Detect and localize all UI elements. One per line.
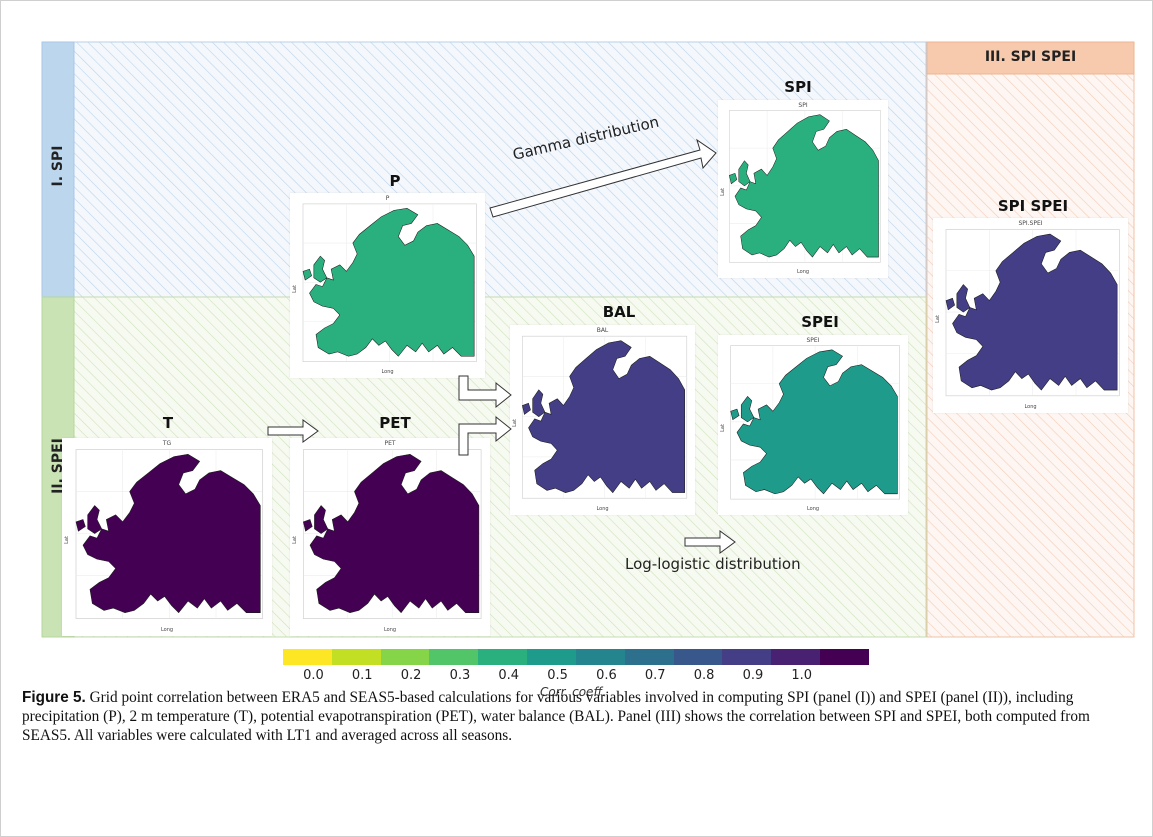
colorbar-segment [527, 649, 576, 665]
map-inner-title: SPI [798, 102, 808, 109]
colorbar-segment [429, 649, 479, 665]
arrow-p-bal [458, 375, 512, 409]
map-pet: PET Lat Long [290, 438, 490, 636]
map-landmass [738, 160, 751, 187]
map-landmass [730, 408, 740, 421]
colorbar-segment [380, 649, 430, 665]
flow-arrows [267, 138, 736, 554]
colorbar-tick-label: 0.5 [547, 668, 568, 683]
colorbar-segment [283, 649, 332, 665]
europe-map [730, 345, 900, 500]
map-landmass [736, 349, 898, 495]
map-landmass [309, 454, 480, 614]
colorbar-segment [722, 649, 772, 665]
map-landmass [532, 389, 546, 417]
colorbar-segment [478, 649, 528, 665]
map-landmass [956, 284, 971, 313]
colorbar-tick-label: 1.0 [791, 668, 813, 683]
map-title-t: T [162, 414, 174, 432]
map-axis-long: Long [383, 627, 397, 633]
map-landmass [528, 340, 685, 494]
map-inner-title: SPEI [806, 337, 820, 344]
caption-label: Figure 5. [22, 689, 86, 706]
map-landmass [313, 255, 328, 283]
colorbar-tick-label: 0.8 [693, 668, 715, 683]
figure-caption: Figure 5. Grid point correlation between… [22, 688, 1132, 745]
map-axis-long: Long [806, 506, 820, 512]
map-landmass [309, 207, 475, 357]
map-landmass [75, 519, 86, 532]
map-inner-title: SPI.SPEI [1018, 220, 1043, 227]
arrow-pet-bal [458, 415, 512, 456]
colorbar-segment [820, 649, 869, 665]
colorbar-tick-label: 0.0 [303, 668, 324, 683]
map-inner-title: PET [384, 440, 396, 447]
arrow-loglogistic [684, 530, 736, 554]
map-landmass [740, 396, 755, 423]
colorbar-tick-label: 0.6 [596, 668, 617, 683]
colorbar [283, 649, 869, 665]
map-spispei: SPI.SPEI Lat Long [933, 218, 1128, 413]
map-landmass [302, 268, 312, 281]
map-title-pet: PET [379, 414, 411, 432]
caption-text: Grid point correlation between ERA5 and … [22, 689, 1090, 744]
map-title-spei: SPEI [801, 313, 839, 331]
map-landmass [734, 114, 879, 258]
arrow-gamma [489, 138, 717, 218]
map-landmass [314, 505, 329, 534]
map-axis-long: Long [596, 506, 609, 512]
map-inner-title: P [385, 195, 390, 202]
map-bal: BAL Lat Long [510, 325, 695, 515]
map-landmass [952, 233, 1118, 391]
map-axis-long: Long [1024, 404, 1037, 410]
colorbar-tick-label: 0.7 [644, 668, 666, 683]
colorbar-tick-label: 0.4 [498, 668, 520, 683]
map-inner-title: TG [162, 440, 172, 447]
map-title-spi: SPI [784, 78, 812, 96]
colorbar-segment [575, 649, 625, 665]
map-inner-title: BAL [596, 327, 609, 334]
arrow-t-pet [267, 419, 319, 443]
colorbar-tick-label: 0.9 [742, 668, 764, 683]
europe-map [522, 335, 688, 499]
colorbar-title: Corr. coeff. [540, 685, 606, 699]
colorbar-segment [624, 649, 674, 665]
europe-map [302, 203, 477, 363]
map-spei: SPEI Lat Long [718, 335, 908, 515]
europe-map [729, 110, 881, 263]
map-landmass [522, 402, 531, 415]
europe-map [945, 229, 1120, 397]
map-axis-long: Long [796, 269, 810, 275]
colorbar-segment [771, 649, 821, 665]
map-spi: SPI Lat Long [718, 100, 888, 278]
panel-spi-header [41, 41, 75, 298]
map-title-bal: BAL [602, 303, 636, 321]
colorbar-segment [673, 649, 723, 665]
map-title-spispei: SPI SPEI [997, 197, 1069, 215]
map-p: P Lat Long [290, 193, 485, 378]
map-landmass [87, 505, 103, 534]
panel-spispei-header [926, 41, 1135, 75]
map-landmass [729, 172, 738, 185]
map-landmass [82, 454, 261, 614]
colorbar-segment [331, 649, 381, 665]
map-title-p: P [389, 172, 401, 190]
map-axis-long: Long [381, 369, 394, 375]
europe-map [75, 449, 264, 619]
colorbar-tick-label: 0.3 [449, 668, 471, 683]
map-axis-long: Long [160, 627, 174, 633]
map-landmass [303, 519, 313, 532]
panel-spispei-label: III. SPI SPEI [984, 49, 1077, 65]
colorbar-tick-label: 0.1 [351, 668, 373, 683]
colorbar-tick-label: 0.2 [400, 668, 422, 683]
europe-map [303, 449, 482, 619]
map-landmass [945, 297, 955, 311]
annotation-loglogistic: Log-logistic distribution [625, 555, 801, 573]
map-t: TG Lat Long [62, 438, 272, 636]
